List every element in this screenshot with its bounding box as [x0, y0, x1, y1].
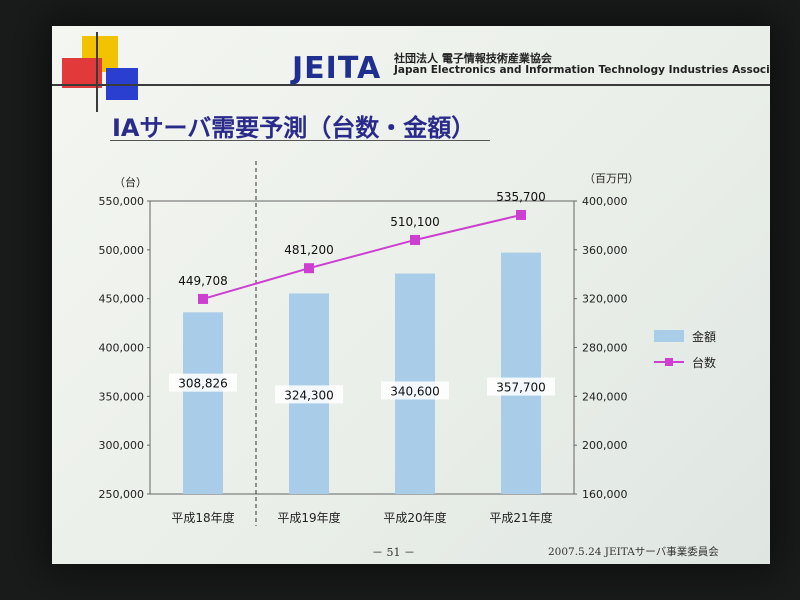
left-axis-tick-label: 250,000	[99, 488, 145, 501]
bar-value-label: 324,300	[284, 388, 334, 402]
line-point-daisu	[516, 209, 526, 220]
category-label: 平成18年度	[171, 510, 234, 525]
slide: JEITA 社団法人 電子情報技術産業協会 Japan Electronics …	[52, 26, 770, 564]
category-label: 平成20年度	[383, 510, 446, 525]
left-axis-tick-label: 550,000	[99, 195, 145, 208]
legend-marker-daisu	[665, 358, 673, 366]
right-axis-tick-label: 360,000	[582, 244, 628, 257]
bar-label-bg	[487, 377, 555, 396]
left-axis-tick-label: 400,000	[99, 342, 145, 355]
decor-horizontal-line	[52, 84, 770, 86]
line-value-label: 449,708	[178, 274, 228, 288]
footer-note: 2007.5.24 JEITAサーバ事業委員会	[548, 546, 719, 558]
right-axis-tick-label: 400,000	[582, 195, 628, 208]
left-axis-tick-label: 350,000	[99, 390, 145, 403]
bar-value-label: 340,600	[390, 384, 440, 398]
legend-label-kingaku: 金額	[692, 329, 716, 344]
right-axis-tick-label: 240,000	[582, 390, 628, 403]
jeita-logo: JEITA	[292, 51, 382, 86]
decor-vertical-line	[96, 32, 98, 112]
category-label: 平成19年度	[277, 510, 340, 525]
left-axis-unit: （台）	[114, 175, 147, 189]
left-axis-tick-label: 450,000	[99, 293, 145, 306]
right-axis-tick-label: 200,000	[582, 439, 628, 452]
page-number: － 51 －	[372, 546, 415, 559]
chart: （台） 550,000 500,000 450,000 400,000 350,000 30…	[99, 161, 716, 526]
bar-label-bg	[275, 385, 343, 404]
line-point-daisu	[410, 234, 420, 245]
bar-label-bg	[381, 381, 449, 400]
right-axis-unit: （百万円）	[584, 172, 639, 185]
bar-kingaku	[183, 312, 223, 494]
right-axis-tick-label: 160,000	[582, 488, 628, 501]
left-axis-tick-label: 500,000	[99, 244, 145, 257]
category-label: 平成21年度	[489, 510, 552, 525]
left-axis-tick-label: 300,000	[99, 439, 145, 452]
org-name-jp: 社団法人 電子情報技術産業協会	[394, 52, 552, 65]
line-daisu	[202, 213, 522, 300]
line-value-label: 481,200	[284, 243, 334, 257]
slide-title: IAサーバ需要予測（台数・金額）	[112, 114, 476, 142]
bar-label-bg	[169, 373, 237, 392]
line-point-daisu	[304, 263, 314, 274]
title-underline	[110, 140, 490, 141]
bar-value-label: 357,700	[496, 381, 546, 395]
bar-kingaku	[501, 252, 541, 494]
line-value-label: 535,700	[496, 190, 546, 204]
right-axis-tick-label: 320,000	[582, 293, 628, 306]
decor-red-square	[62, 58, 102, 88]
bar-value-label: 308,826	[178, 377, 228, 391]
line-point-daisu	[198, 293, 208, 304]
legend-label-daisu: 台数	[692, 355, 716, 370]
right-axis-tick-label: 280,000	[582, 342, 628, 355]
line-value-label: 510,100	[390, 215, 440, 229]
org-name-en: Japan Electronics and Information Techno…	[394, 64, 770, 76]
legend-swatch-kingaku	[654, 330, 684, 342]
